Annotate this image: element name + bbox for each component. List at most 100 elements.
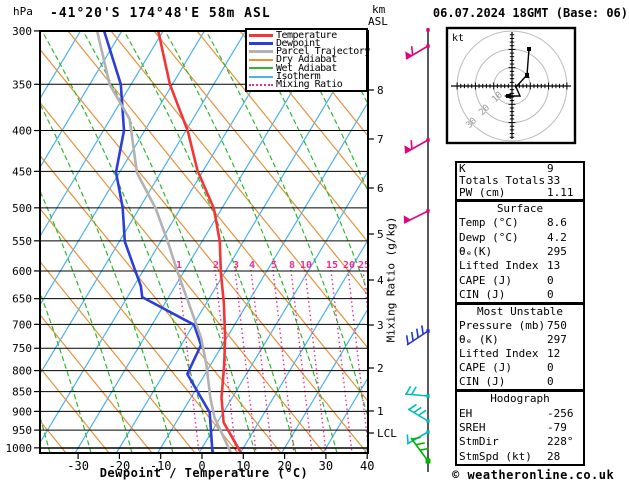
row-value: 0 [547,273,554,287]
svg-text:25: 25 [358,260,370,271]
row-value: 297 [547,333,567,346]
row-value: 295 [547,244,567,258]
svg-text:8: 8 [289,260,295,271]
row-value: 0 [547,375,554,388]
row-value: 0 [547,361,554,374]
row-value: 750 [547,319,567,332]
pressure-grid [40,83,368,449]
svg-text:350: 350 [12,78,32,91]
legend-label: Parcel Trajectory [276,46,370,58]
svg-text:-20: -20 [109,459,131,473]
table-row: Dewp (°C) 4.2 [459,230,581,244]
row-label: Dewp (°C) [459,230,519,244]
row-label: Temp (°C) [459,216,519,230]
legend-item: Parcel Trajectory [249,46,370,57]
legend-item: Isotherm [249,71,364,83]
legend-item: Dewpoint [249,37,364,49]
copyright: © weatheronline.co.uk [452,468,615,482]
wind-barb [404,385,430,398]
row-label: Totals Totals [459,174,546,187]
run-datetime: 06.07.2024 18GMT (Base: 06) [432,6,628,20]
wind-barb [403,209,430,224]
table-row: Totals Totals 33 [459,175,581,187]
row-label: CIN (J) [459,287,506,301]
svg-text:0: 0 [198,459,205,473]
row-value: 4.2 [547,230,567,244]
legend-label: Temperature [276,29,337,41]
hodograph-table: Hodograph EH -256 SREH -79 StmDir 228° StmSpd (… [455,390,585,466]
legend-item: Mixing Ratio [249,79,364,90]
row-label: PW (cm) [459,186,506,199]
mixing-ratio-axis-label: Mixing Ratio (g/kg) [384,216,398,343]
svg-text:300: 300 [12,25,32,38]
svg-text:550: 550 [12,235,32,248]
legend-item: Dry Adiabat [249,54,364,65]
svg-text:2: 2 [377,362,384,375]
svg-text:LCL: LCL [377,427,397,440]
wind-barb [405,44,430,60]
svg-text:20: 20 [277,459,291,473]
row-value: 0 [547,287,554,301]
svg-text:-30: -30 [67,459,89,473]
row-value: 1.11 [547,186,574,199]
svg-text:750: 750 [12,342,32,355]
wind-barb [405,325,430,346]
table-row: CAPE (J) 0 [459,273,581,287]
svg-text:650: 650 [12,293,32,306]
table-row: Temp (°C) 8.6 [459,217,581,229]
wind-barb-column [403,28,431,472]
hodograph-trace [508,48,530,97]
svg-text:700: 700 [12,318,32,331]
dewpoint-curve [103,32,214,452]
row-value: 33 [547,174,561,187]
legend-line-sample [249,58,273,61]
table-row: CIN (J) 0 [459,287,581,301]
row-label: StmDir [459,435,499,449]
row-value: -256 [547,406,574,420]
sounding-curves [96,32,242,452]
legend-label: Isotherm [276,71,321,83]
row-value: 228° [547,435,574,449]
legend-item: Temperature [249,29,364,41]
svg-text:-10: -10 [150,459,172,473]
row-value: 8.6 [547,216,567,230]
most-unstable-table: Most Unstable Pressure (mb) 750 θₑ (K) 297 Li… [455,303,585,391]
svg-text:10: 10 [236,459,250,473]
wind-barb [404,138,430,154]
parcel_trajectory-curve [96,32,232,452]
svg-text:2: 2 [213,260,219,271]
row-label: CAPE (J) [459,273,512,287]
surface-table: Surface Temp (°C) 8.6 Dewp (°C) 4.2 θₑ(K) 295 L… [455,200,585,304]
plot-frame [39,30,369,454]
hodograph-unit-label: kt [452,33,464,44]
row-label: θₑ (K) [459,333,499,346]
row-value: 9 [547,162,554,175]
table-row: θₑ(K) 295 [459,244,581,258]
legend-line-sample [249,41,273,45]
row-label: K [459,162,466,175]
mixing-ratio-lines [177,269,367,452]
table-row: Lifted Index 12 [459,348,581,360]
row-label: StmSpd (kt) [459,449,532,463]
svg-text:850: 850 [12,386,32,399]
legend-label: Wet Adiabat [276,62,337,74]
table-row: CAPE (J) 0 [459,362,581,374]
svg-text:1: 1 [377,405,384,418]
table-row: CIN (J) 0 [459,376,581,388]
svg-text:600: 600 [12,265,32,278]
legend-line-sample [249,83,273,86]
svg-text:30: 30 [319,459,333,473]
row-value: -79 [547,420,567,434]
dry-adiabat-lines [41,32,367,452]
wind-barb [410,436,431,464]
legend-label: Dewpoint [276,37,321,49]
svg-text:5: 5 [377,228,384,241]
row-label: SREH [459,420,486,434]
svg-text:40: 40 [360,459,374,473]
svg-text:950: 950 [12,424,32,437]
table-title: Hodograph [490,392,550,406]
svg-text:5: 5 [271,260,277,271]
table-row: PW (cm) 1.11 [459,187,581,199]
svg-text:4: 4 [377,274,384,287]
